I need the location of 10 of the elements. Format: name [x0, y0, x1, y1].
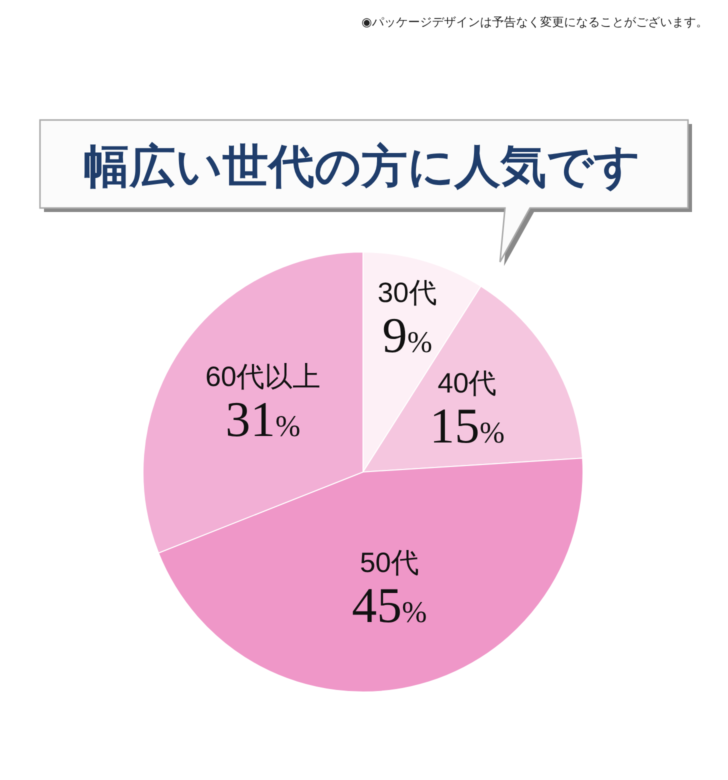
data-label: 31% — [225, 390, 300, 447]
slice-label: 40代 — [438, 367, 497, 398]
data-label: 9% — [382, 306, 432, 363]
slice-label: 30代 — [378, 276, 437, 308]
chart-title: 幅広い世代の方に人気です — [84, 141, 640, 192]
data-label: 45% — [352, 577, 427, 634]
slice-label: 60代以上 — [205, 360, 320, 392]
slice-label: 50代 — [360, 547, 419, 578]
text: ◉パッケージデザインは予告なく変更になることがございます。 — [362, 15, 708, 29]
data-label: 15% — [430, 397, 505, 454]
